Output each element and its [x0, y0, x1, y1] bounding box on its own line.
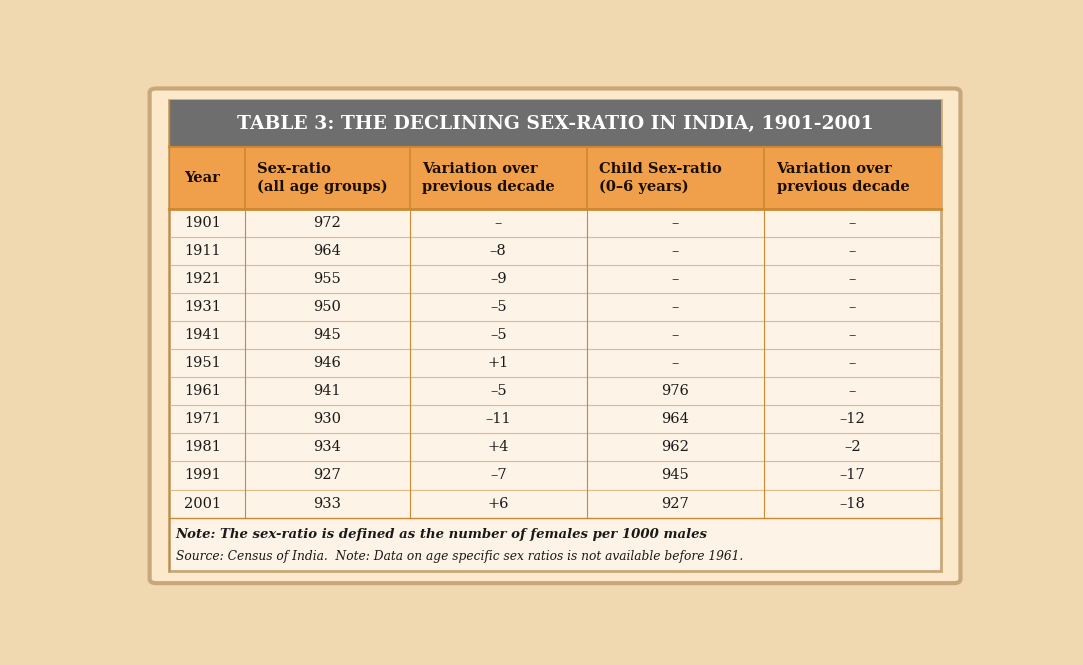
- Text: +1: +1: [487, 356, 509, 370]
- Text: 1971: 1971: [184, 412, 221, 426]
- Text: 1901: 1901: [184, 216, 221, 230]
- Text: 1991: 1991: [184, 469, 221, 483]
- Text: Note: The sex-ratio is defined as the number of females per 1000 males: Note: The sex-ratio is defined as the nu…: [175, 528, 707, 541]
- Text: 955: 955: [313, 272, 341, 286]
- Text: –: –: [671, 356, 679, 370]
- Text: –5: –5: [490, 384, 507, 398]
- Text: 934: 934: [313, 440, 341, 454]
- Text: TABLE 3: THE DECLINING SEX-RATIO IN INDIA, 1901-2001: TABLE 3: THE DECLINING SEX-RATIO IN INDI…: [237, 115, 873, 133]
- Text: 933: 933: [313, 497, 341, 511]
- Text: 1941: 1941: [184, 328, 221, 342]
- Text: 950: 950: [313, 300, 341, 314]
- Text: –: –: [849, 272, 857, 286]
- Text: –2: –2: [845, 440, 861, 454]
- Text: –: –: [849, 356, 857, 370]
- Text: 962: 962: [662, 440, 689, 454]
- Text: –: –: [849, 300, 857, 314]
- Text: –5: –5: [490, 328, 507, 342]
- Text: 1931: 1931: [184, 300, 221, 314]
- Text: 1951: 1951: [184, 356, 221, 370]
- Text: –: –: [849, 328, 857, 342]
- Text: –: –: [849, 384, 857, 398]
- Text: Source: Census of India.  Note: Data on age specific sex ratios is not available: Source: Census of India. Note: Data on a…: [175, 550, 743, 563]
- Text: –: –: [671, 272, 679, 286]
- FancyBboxPatch shape: [169, 100, 941, 571]
- Text: 964: 964: [662, 412, 689, 426]
- Text: 2001: 2001: [184, 497, 221, 511]
- Text: –: –: [671, 300, 679, 314]
- Text: –: –: [671, 244, 679, 258]
- Text: 941: 941: [313, 384, 341, 398]
- Text: 1981: 1981: [184, 440, 221, 454]
- Text: –: –: [849, 244, 857, 258]
- Text: 1961: 1961: [184, 384, 221, 398]
- Text: Variation over
previous decade: Variation over previous decade: [777, 162, 910, 194]
- FancyBboxPatch shape: [169, 148, 941, 209]
- Text: Sex-ratio
(all age groups): Sex-ratio (all age groups): [258, 162, 388, 194]
- Text: –8: –8: [490, 244, 507, 258]
- Text: –12: –12: [839, 412, 865, 426]
- Text: 976: 976: [662, 384, 689, 398]
- Text: –: –: [495, 216, 501, 230]
- Text: –: –: [671, 216, 679, 230]
- Text: +4: +4: [487, 440, 509, 454]
- Text: 946: 946: [313, 356, 341, 370]
- Text: –18: –18: [839, 497, 865, 511]
- Text: –5: –5: [490, 300, 507, 314]
- Text: Variation over
previous decade: Variation over previous decade: [422, 162, 554, 194]
- Text: 945: 945: [313, 328, 341, 342]
- Text: Year: Year: [184, 171, 220, 185]
- Text: –7: –7: [490, 469, 507, 483]
- Text: 964: 964: [313, 244, 341, 258]
- Text: –11: –11: [485, 412, 511, 426]
- Text: 1921: 1921: [184, 272, 221, 286]
- FancyBboxPatch shape: [149, 88, 961, 583]
- Text: 1911: 1911: [184, 244, 221, 258]
- Text: 927: 927: [662, 497, 689, 511]
- Text: –9: –9: [490, 272, 507, 286]
- Text: 945: 945: [662, 469, 689, 483]
- Text: –17: –17: [839, 469, 865, 483]
- Text: Child Sex-ratio
(0–6 years): Child Sex-ratio (0–6 years): [599, 162, 722, 194]
- Text: –: –: [671, 328, 679, 342]
- Text: –: –: [849, 216, 857, 230]
- FancyBboxPatch shape: [169, 100, 941, 148]
- Text: 930: 930: [313, 412, 341, 426]
- Text: +6: +6: [487, 497, 509, 511]
- Text: 972: 972: [313, 216, 341, 230]
- Text: 927: 927: [313, 469, 341, 483]
